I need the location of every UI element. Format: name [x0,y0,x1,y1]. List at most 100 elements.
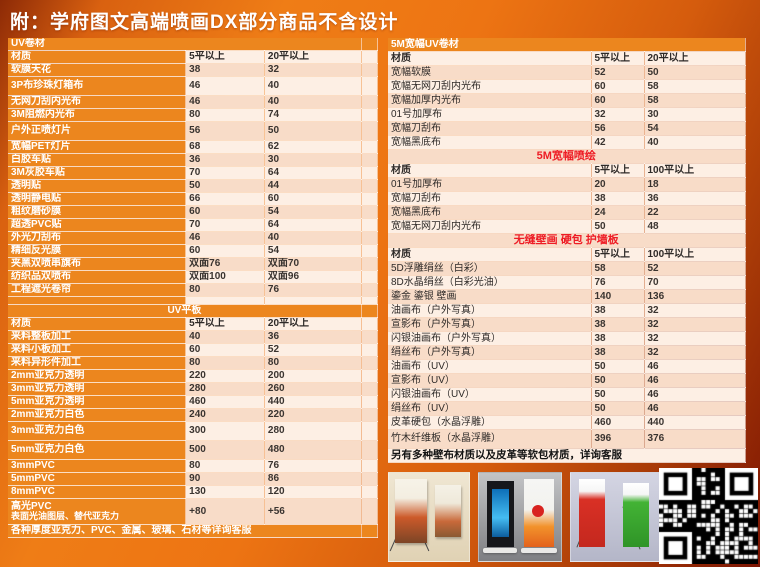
price-value: 18 [644,177,746,192]
table-row: 8D水晶绢丝（白彩光油） 76 70 [388,275,746,290]
banner-graphic [524,479,554,547]
table-row: 3mm亚克力透明 280 260 [8,382,379,396]
price-value: 300 [185,421,265,441]
price-value: 64 [264,218,362,232]
price-value: 40 [644,135,746,150]
table-row: 另有多种壁布材质以及皮革等软包材质，详询客服 [388,448,746,463]
table-row: 5M宽幅UV卷材 [388,38,746,52]
price-value: 双面100 [185,270,265,284]
section-header: 各种厚度亚克力、PVC、金属、玻璃、石材等详询客服 [8,524,362,538]
material-label: 3mm亚克力白色 [8,421,187,441]
banner-base [483,548,517,553]
material-label: 材质 [8,317,187,331]
price-value: 62 [264,140,362,154]
table-row: 宽幅软膜 52 50 [388,65,746,80]
price-value: 440 [264,395,362,409]
banner-graphic [435,485,461,537]
price-value: 双面70 [264,257,362,271]
price-value: 280 [264,421,362,441]
table-row: 8mmPVC 130 120 [8,485,379,499]
material-label: 3mmPVC [8,459,187,473]
table-row: 户外正喷灯片 56 50 [8,121,379,141]
table-row: UV卷材 [8,38,379,51]
price-value: 32 [644,345,746,360]
material-label: 材质 [8,50,187,64]
table-row: 材质 5平以上 100平以上 [388,247,746,262]
price-value: 32 [644,303,746,318]
price-value: 86 [264,472,362,486]
material-label: 宣影布（户外写真） [388,317,592,332]
table-row: 鎏金 鎏银 壁画 140 136 [388,289,746,304]
material-label: 5mm亚克力透明 [8,395,187,409]
table-row: 高光PVC 表面光油图层、替代亚克力 +80 +56 [8,498,379,525]
price-value: 20 [591,177,645,192]
material-label: 超透PVC贴 [8,218,187,232]
price-value: 74 [264,108,362,122]
price-value: 38 [591,345,645,360]
price-value: 46 [644,373,746,388]
material-label: 软膜天花 [8,63,187,77]
material-label: 无网刀刮内光布 [8,95,187,109]
material-label: 宣影布（UV） [388,373,592,388]
table-row: 来料小板加工 60 52 [8,343,379,357]
price-value: 220 [264,408,362,422]
price-value: 50 [185,179,265,193]
material-label: 纺织品双喷布 [8,270,187,284]
material-label: 宽幅黑底布 [388,205,592,220]
price-value: 32 [644,317,746,332]
price-value: 5平以上 [185,50,265,64]
price-value: 80 [185,108,265,122]
price-value: 80 [264,356,362,370]
material-label: 夹黑双喷串旗布 [8,257,187,271]
price-value: 36 [185,153,265,167]
price-value: 44 [264,179,362,193]
price-value: 60 [264,192,362,206]
red-section-header: 5M宽幅喷绘 [388,149,746,164]
price-value: 60 [185,244,265,258]
price-value: 38 [591,191,645,206]
price-value: 5平以上 [591,247,645,262]
material-label: 皮革硬包（水晶浮雕） [388,415,592,430]
price-value: 120 [264,485,362,499]
table-row: 外光刀刮布 46 40 [8,231,379,245]
material-label: 2mm亚克力透明 [8,369,187,383]
price-value: 20平以上 [264,50,362,64]
material-label: 5mm亚克力白色 [8,440,187,460]
table-row: 白胶车贴 36 30 [8,153,379,167]
table-row: 宽幅无网刀刮内光布 60 58 [388,79,746,94]
table-row: 透明贴 50 44 [8,179,379,193]
price-value: 80 [185,283,265,297]
price-value: 58 [644,79,746,94]
price-value: 38 [591,331,645,346]
material-label: 闪银油画布（户外写真） [388,331,592,346]
price-value: 40 [264,231,362,245]
price-value: 36 [644,191,746,206]
table-row: 宽幅PET灯片 68 62 [8,140,379,154]
table-row: 宽幅刀刮布 56 54 [388,121,746,136]
table-row: 竹木纤维板（水晶浮雕） 396 376 [388,429,746,449]
price-value: +80 [185,498,265,525]
table-row: 3P布珍珠灯箱布 46 40 [8,76,379,96]
price-value: 376 [644,429,746,449]
price-value: 56 [591,121,645,136]
price-value: 24 [591,205,645,220]
price-value: 52 [644,261,746,276]
banner-graphic [579,479,605,547]
price-value: 48 [644,219,746,234]
table-row: 3mmPVC 80 76 [8,459,379,473]
table-row: 皮革硬包（水晶浮雕） 460 440 [388,415,746,430]
price-value: 130 [185,485,265,499]
material-label: 粗纹磨砂膜 [8,205,187,219]
material-label: 宽幅刀刮布 [388,121,592,136]
price-value: 460 [185,395,265,409]
price-value: 136 [644,289,746,304]
price-value: 42 [591,135,645,150]
table-row: 2mm亚克力透明 220 200 [8,369,379,383]
wide-format-price-table: 5M宽幅UV卷材 材质 5平以上 20平以上 宽幅软膜 52 50 宽幅无网刀刮内光布 60 58… [388,38,746,463]
price-value: 双面96 [264,270,362,284]
price-value: 46 [185,231,265,245]
price-value: 76 [591,275,645,290]
price-value: 双面76 [185,257,265,271]
price-value: 60 [591,93,645,108]
note-text: 另有多种壁布材质以及皮革等软包材质，详询客服 [388,448,746,463]
